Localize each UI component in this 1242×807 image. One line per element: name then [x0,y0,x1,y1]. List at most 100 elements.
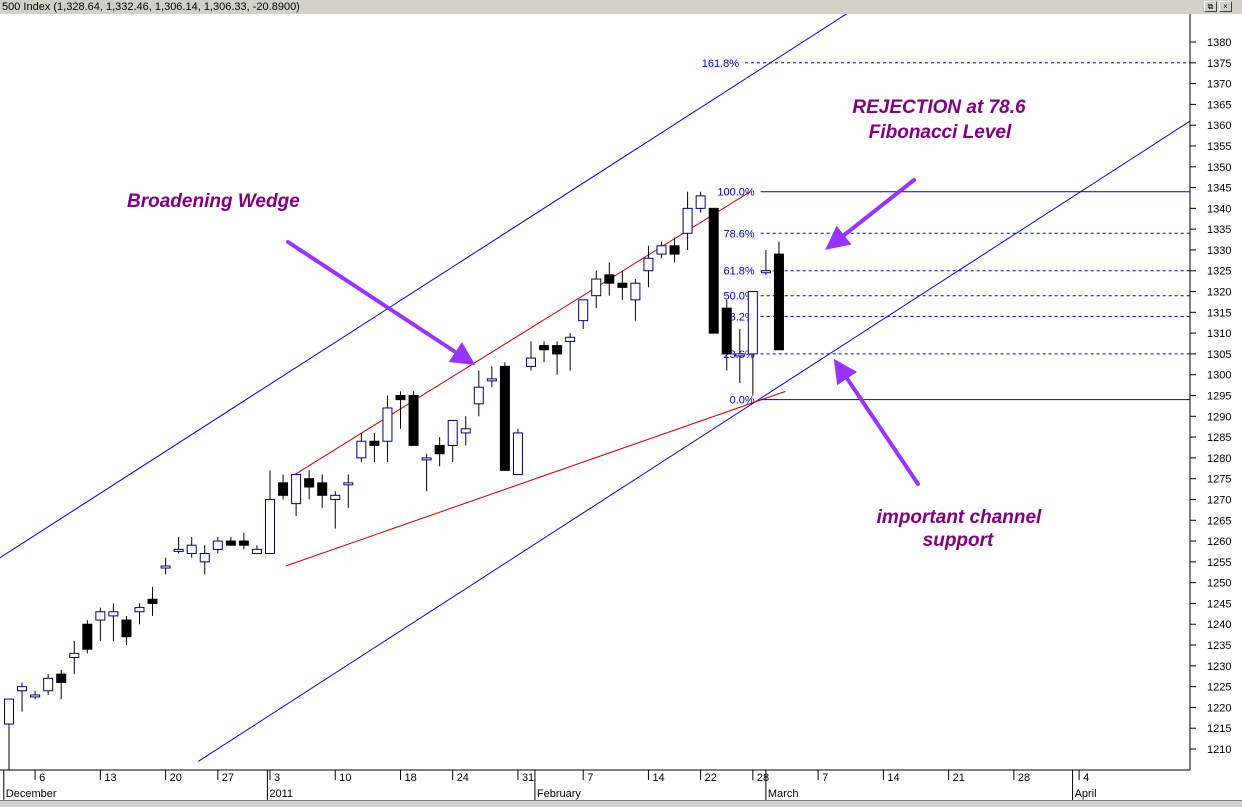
y-tick-label: 1380 [1207,37,1231,49]
price-chart[interactable]: 161.8%100.0%78.6%61.8%50.0%38.2%23.6%0.0… [0,14,1242,800]
candle-body [539,345,550,351]
x-tick-label: 10 [339,772,351,784]
x-tick-label: 3 [274,772,280,784]
candle [330,491,341,529]
fib-level-label: 78.6% [723,228,754,240]
candle-body [734,353,745,357]
y-tick-label: 1320 [1207,287,1231,299]
annotation-rejection-line2: Fibonacci Level [869,122,1012,143]
candle-body [291,474,302,505]
y-tick-label: 1375 [1207,58,1231,70]
candle [43,674,54,695]
candle [121,615,132,646]
candle [95,607,106,641]
candle [512,428,523,476]
x-tick-label: 28 [1018,772,1030,784]
candle [225,536,236,546]
candle [630,279,641,321]
candle-body [473,386,484,405]
candle [291,474,302,517]
x-tick-label: 7 [587,772,593,784]
candle-body [565,336,576,342]
candle [773,241,784,351]
candle-body [434,444,445,455]
candle-body [760,270,771,274]
candle-body [669,245,680,255]
x-month-label: February [537,788,582,800]
y-tick-label: 1245 [1207,598,1231,610]
candle [460,416,471,446]
candle [278,474,289,500]
y-tick-label: 1350 [1207,162,1231,174]
candle-body [486,378,497,382]
fib-level-label: 61.8% [723,266,754,278]
candle-body [134,607,145,613]
y-tick-label: 1330 [1207,245,1231,257]
restore-button[interactable]: ⧉ [1204,1,1217,12]
fib-level-label: 50.0% [723,291,754,303]
candle-body [173,548,184,552]
y-tick-label: 1345 [1207,183,1231,195]
x-tick-label: 14 [652,772,664,784]
candle [643,245,654,288]
candle-body [82,623,93,650]
candle [552,341,563,375]
chart-window-titlebar: 500 Index (1,328.64, 1,332.46, 1,306.14,… [0,0,1242,15]
y-tick-label: 1210 [1207,744,1231,756]
annotation-channel-support-line1: important channel [877,507,1042,528]
candle [695,191,706,213]
candle-body [382,407,393,442]
candle-body [17,686,28,692]
candle-body [773,253,784,351]
candle [212,536,223,554]
candle [186,536,197,558]
x-tick-label: 13 [104,772,116,784]
candle [447,419,458,463]
y-tick-label: 1340 [1207,203,1231,215]
candle-body [630,282,641,301]
y-tick-label: 1230 [1207,661,1231,673]
x-axis: 6 13 20 27 3 10 18 24 31 7 14 22 28 7 14 21 28 4 December 2… [3,770,1097,800]
candle-body [499,365,510,471]
y-tick-label: 1365 [1207,99,1231,111]
arrow-to-rejection [825,178,916,250]
candle [82,620,93,654]
candle-body [225,540,236,546]
candle-body [304,478,315,488]
y-tick-label: 1275 [1207,474,1231,486]
x-tick-label: 14 [887,772,899,784]
candle [382,395,393,463]
annotation-layer: Broadening Wedge REJECTION at 78.6 Fibon… [127,97,1042,551]
candle [669,237,680,263]
candle [356,432,367,463]
plot-area [0,14,1190,770]
candle-body [682,207,693,234]
candle-body [317,482,328,496]
candle-body [278,482,289,496]
candle-body [343,482,354,486]
candle-body [617,282,628,288]
candle-body [95,611,106,621]
candle-body [147,598,158,604]
fib-level-label: 100.0% [717,187,755,199]
close-button[interactable]: × [1219,1,1232,12]
candle [251,545,262,555]
y-tick-label: 1325 [1207,266,1231,278]
candle [499,362,510,471]
y-tick-label: 1310 [1207,328,1231,340]
candle [421,453,432,492]
x-month-label: 2011 [269,788,293,800]
y-tick-label: 1360 [1207,120,1231,132]
y-tick-label: 1270 [1207,494,1231,506]
candle [317,474,328,508]
candle [526,341,536,371]
y-tick-label: 1280 [1207,453,1231,465]
x-tick-label: 4 [1083,772,1089,784]
annotation-rejection-line1: REJECTION at 78.6 [852,97,1026,118]
annotation-channel-support-line2: support [923,530,994,551]
x-tick-label: 21 [953,772,965,784]
y-tick-label: 1260 [1207,536,1231,548]
candle [708,207,719,334]
candle [656,241,667,259]
y-tick-label: 1300 [1207,370,1231,382]
